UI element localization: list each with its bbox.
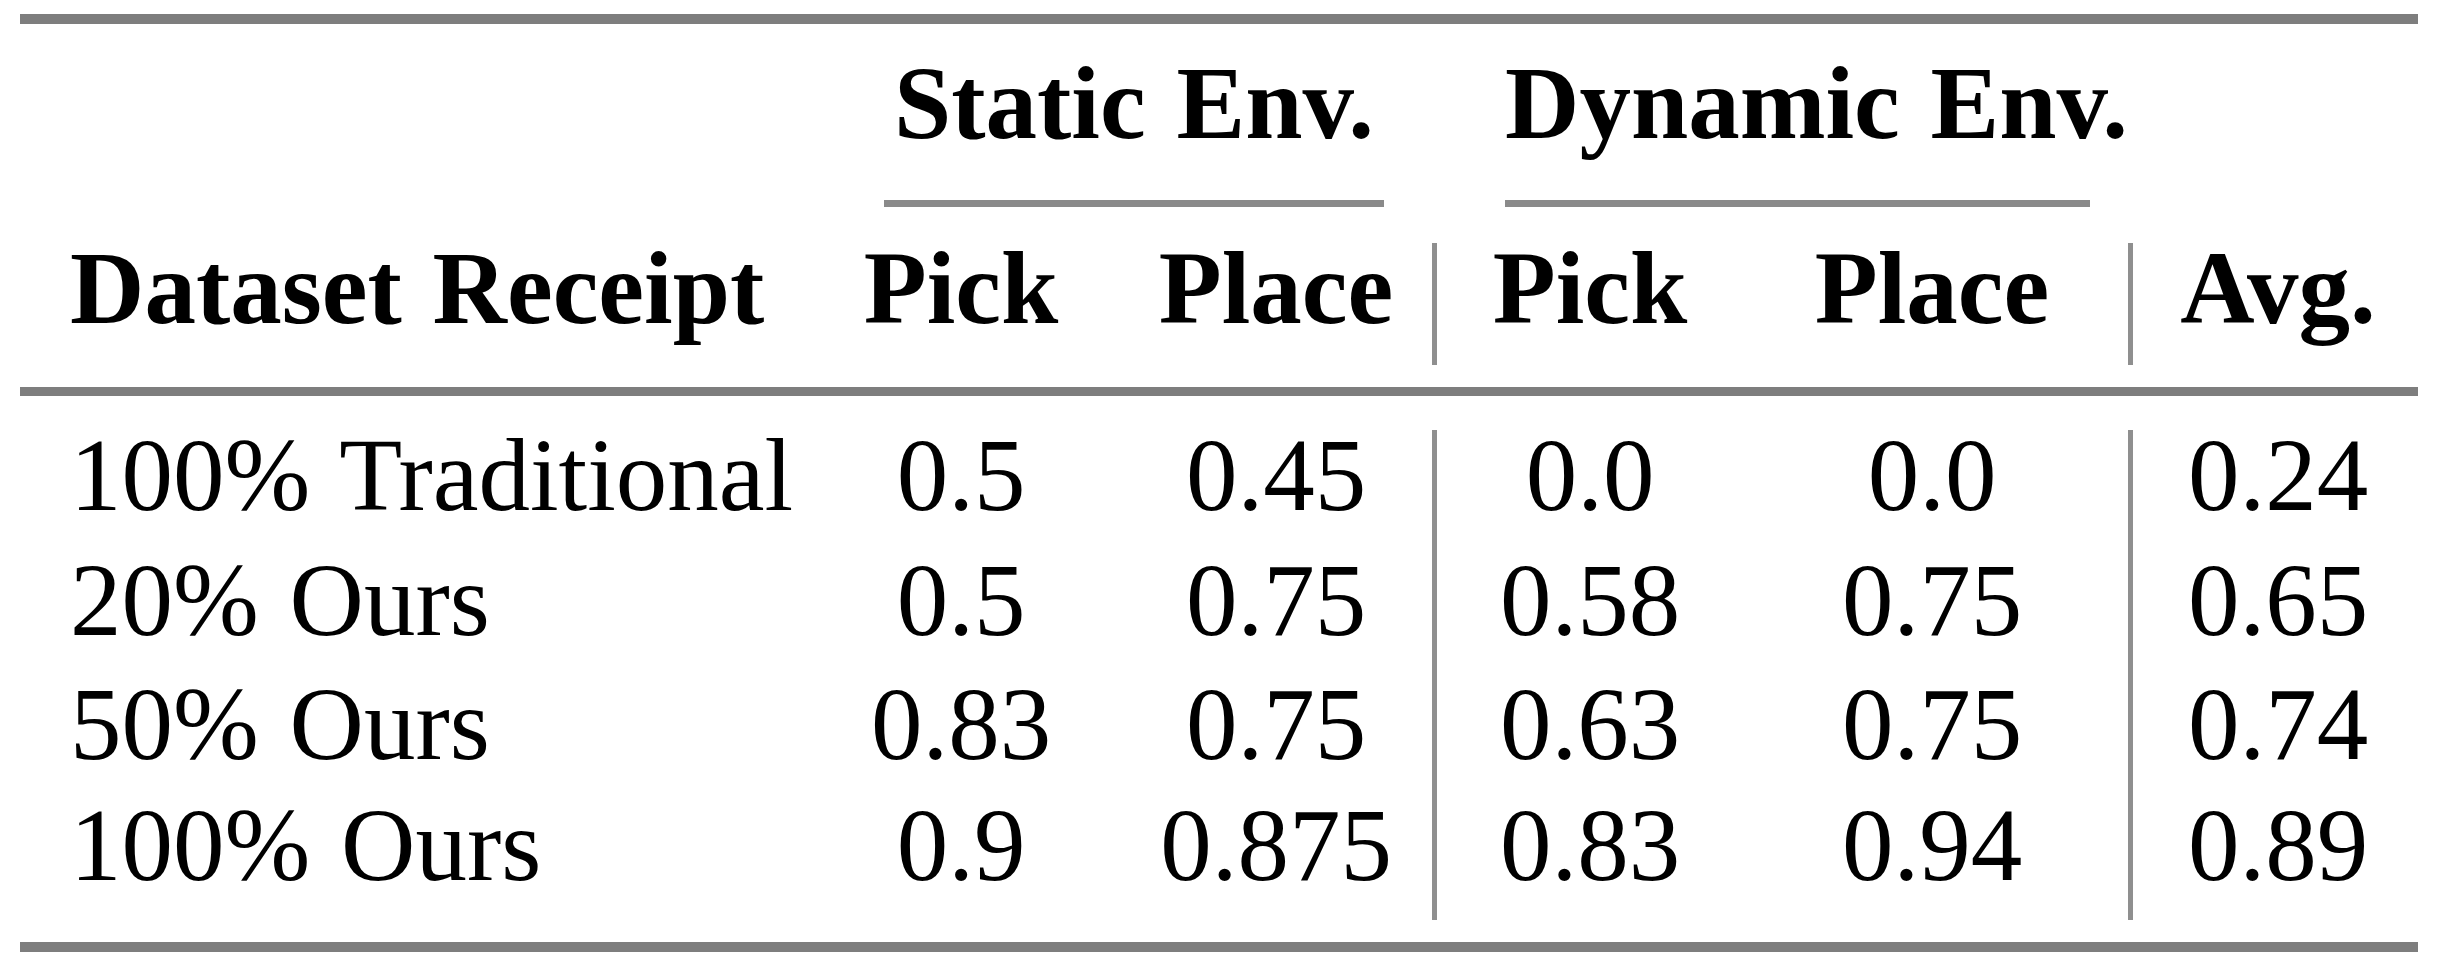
cell-static-place: 0.45 [1126,424,1426,527]
cell-static-pick: 0.83 [811,673,1111,776]
cell-dynamic-place: 0.75 [1782,549,2082,652]
group-header-static-env: Static Env. [884,52,1384,155]
cell-dynamic-place: 0.94 [1782,794,2082,897]
row-label: 50% Ours [70,673,490,776]
row-label: 100% Traditional [70,424,793,527]
cell-static-pick: 0.5 [811,424,1111,527]
group-header-dynamic-env: Dynamic Env. [1505,52,2090,155]
bottom-rule [20,942,2418,952]
cell-dynamic-pick: 0.0 [1440,424,1740,527]
cell-avg: 0.89 [2128,794,2428,897]
cell-dynamic-pick: 0.83 [1440,794,1740,897]
header-vertical-rule-left [1432,243,1437,365]
column-header-static-pick: Pick [811,237,1111,340]
cell-static-place: 0.875 [1126,794,1426,897]
column-header-dataset-receipt: Dataset Receipt [70,237,764,340]
column-header-static-place: Place [1126,237,1426,340]
row-label: 20% Ours [70,549,490,652]
cell-avg: 0.24 [2128,424,2428,527]
cell-dynamic-place: 0.0 [1782,424,2082,527]
body-vertical-rule-left [1432,430,1437,920]
cell-dynamic-pick: 0.58 [1440,549,1740,652]
column-header-dynamic-pick: Pick [1440,237,1740,340]
cell-avg: 0.65 [2128,549,2428,652]
column-header-dynamic-place: Place [1782,237,2082,340]
cell-static-place: 0.75 [1126,673,1426,776]
column-header-avg: Avg. [2128,237,2428,340]
cell-dynamic-place: 0.75 [1782,673,2082,776]
header-mid-rule [20,387,2418,396]
dynamic-group-underline [1505,200,2090,207]
cell-static-place: 0.75 [1126,549,1426,652]
cell-static-pick: 0.9 [811,794,1111,897]
results-table: Static Env. Dynamic Env. Dataset Receipt… [0,0,2440,966]
top-rule [20,14,2418,24]
static-group-underline [884,200,1384,207]
cell-avg: 0.74 [2128,673,2428,776]
row-label: 100% Ours [70,794,541,897]
cell-static-pick: 0.5 [811,549,1111,652]
cell-dynamic-pick: 0.63 [1440,673,1740,776]
